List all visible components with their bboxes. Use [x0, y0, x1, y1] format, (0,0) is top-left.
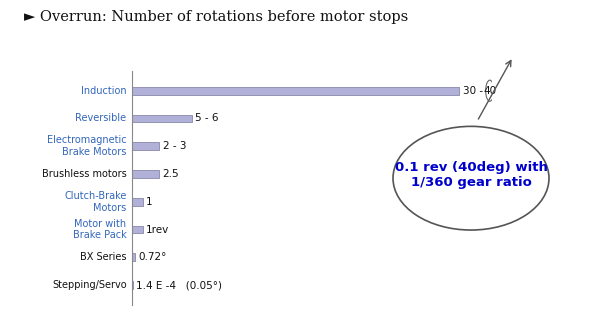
- Bar: [132, 253, 135, 261]
- Text: Induction: Induction: [81, 86, 127, 96]
- Bar: [132, 115, 192, 122]
- Text: BX Series: BX Series: [80, 252, 127, 262]
- Text: 0.1 rev (40deg) with
1/360 gear ratio: 0.1 rev (40deg) with 1/360 gear ratio: [395, 161, 547, 189]
- Text: ► Overrun: Number of rotations before motor stops: ► Overrun: Number of rotations before mo…: [24, 10, 408, 24]
- Text: Motor with
Brake Pack: Motor with Brake Pack: [73, 219, 127, 240]
- Text: 0.72°: 0.72°: [139, 252, 167, 262]
- Text: Clutch-Brake
Motors: Clutch-Brake Motors: [64, 191, 127, 213]
- Text: 2 - 3: 2 - 3: [163, 141, 186, 151]
- Bar: [132, 87, 459, 95]
- Text: Stepping/Servo: Stepping/Servo: [52, 280, 127, 290]
- Bar: [132, 226, 143, 234]
- Bar: [132, 170, 159, 178]
- Bar: [132, 142, 159, 150]
- Bar: [132, 198, 143, 206]
- Text: 2.5: 2.5: [163, 169, 179, 179]
- Text: Electromagnetic
Brake Motors: Electromagnetic Brake Motors: [47, 135, 127, 157]
- Text: 30 -: 30 -: [463, 86, 482, 96]
- Text: Brushless motors: Brushless motors: [42, 169, 127, 179]
- Text: 1: 1: [146, 197, 153, 207]
- Text: 40: 40: [483, 86, 496, 96]
- Text: 1.4 E -4   (0.05°): 1.4 E -4 (0.05°): [136, 280, 222, 290]
- Text: 5 - 6: 5 - 6: [195, 113, 219, 123]
- Text: 1rev: 1rev: [146, 225, 169, 235]
- Text: Reversible: Reversible: [76, 113, 127, 123]
